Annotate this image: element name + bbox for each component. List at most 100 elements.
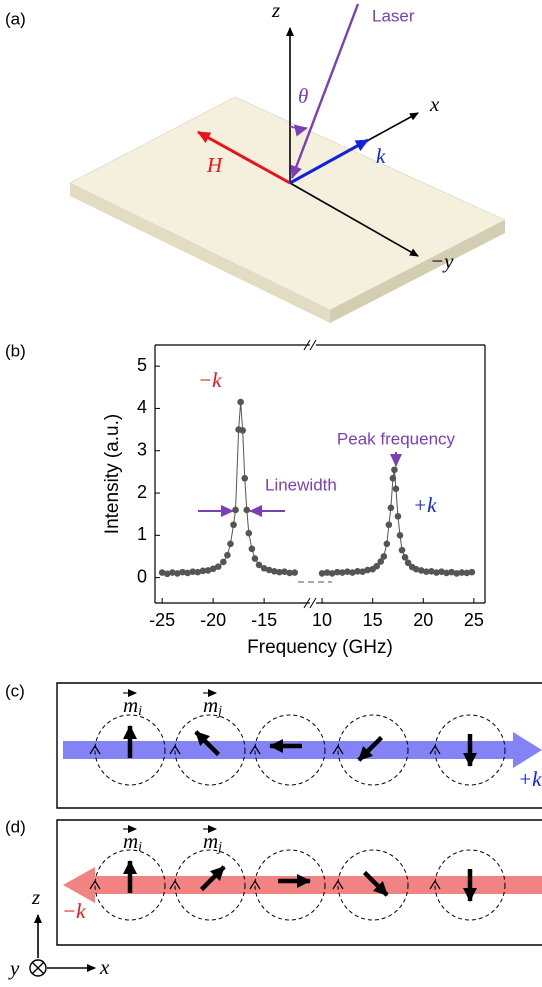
data-point bbox=[364, 566, 371, 574]
wave-band bbox=[93, 876, 542, 894]
data-point bbox=[458, 569, 466, 576]
data-point bbox=[255, 561, 263, 569]
data-point bbox=[224, 551, 231, 559]
k-label: k bbox=[376, 144, 386, 168]
theta-arc bbox=[289, 124, 308, 137]
data-point bbox=[404, 559, 412, 567]
data-point bbox=[328, 570, 336, 577]
data-point bbox=[194, 568, 202, 576]
moment-arrow bbox=[357, 735, 384, 762]
annotation: −k bbox=[198, 368, 222, 392]
data-point bbox=[391, 466, 398, 474]
precession-circle bbox=[434, 849, 506, 921]
data-point bbox=[323, 569, 331, 576]
annotation: Peak frequency bbox=[337, 429, 456, 448]
precession-circle bbox=[174, 714, 246, 786]
data-point bbox=[163, 570, 171, 578]
data-point bbox=[214, 563, 222, 570]
data-point bbox=[248, 545, 256, 553]
y-axis bbox=[289, 182, 419, 257]
x-tick-label: -20 bbox=[200, 610, 226, 630]
h-label: H bbox=[206, 153, 224, 177]
axis-break bbox=[309, 339, 317, 351]
moment-label: mi bbox=[123, 693, 142, 719]
precession-circle bbox=[94, 849, 166, 921]
x-tick-label: 25 bbox=[464, 610, 484, 630]
slab-top bbox=[69, 96, 506, 311]
k-label: −k bbox=[62, 899, 86, 923]
y-tick-label: 5 bbox=[137, 355, 147, 375]
data-point bbox=[230, 521, 237, 529]
chevron bbox=[89, 879, 101, 890]
panel-label: (a) bbox=[5, 9, 26, 28]
subscript: i bbox=[138, 840, 142, 855]
spins bbox=[89, 714, 506, 786]
y-tick-label: 1 bbox=[137, 524, 147, 544]
x-tick-label: -25 bbox=[149, 610, 175, 630]
data-point bbox=[333, 568, 341, 576]
data-point bbox=[453, 570, 460, 577]
annotation: +k bbox=[413, 493, 437, 517]
data-point bbox=[237, 398, 244, 406]
data-point bbox=[433, 569, 440, 576]
data-point bbox=[271, 567, 278, 575]
chevron bbox=[169, 879, 181, 890]
data-point bbox=[443, 569, 450, 577]
moment-arrow bbox=[362, 870, 389, 897]
data-point bbox=[387, 504, 395, 512]
wave-band bbox=[63, 741, 515, 759]
key-label: z bbox=[31, 885, 40, 909]
precession-circle bbox=[337, 849, 409, 921]
data-point bbox=[281, 568, 288, 576]
data-point bbox=[448, 568, 455, 576]
panel-label: (c) bbox=[5, 681, 25, 700]
x-tick-label: 10 bbox=[312, 610, 332, 630]
symbol: m bbox=[203, 829, 218, 853]
precession-circle bbox=[337, 714, 409, 786]
subscript: j bbox=[216, 704, 222, 719]
symbol: m bbox=[123, 693, 138, 717]
laser-beam bbox=[290, 3, 360, 179]
x-tick-label: 15 bbox=[363, 610, 383, 630]
data-point bbox=[220, 558, 227, 566]
data-point bbox=[199, 567, 207, 575]
data-point bbox=[417, 567, 425, 574]
k-arrow bbox=[289, 138, 369, 185]
data-point bbox=[412, 565, 420, 573]
plot: 0 1 2 3 4 5 -25 -20 -15 10 15 20 25 bbox=[137, 339, 486, 630]
data-point bbox=[174, 570, 181, 577]
slab-side bbox=[70, 183, 330, 323]
data-point bbox=[392, 485, 400, 493]
key-label: y bbox=[8, 956, 20, 980]
subscript: i bbox=[138, 704, 142, 719]
data-point bbox=[359, 568, 366, 576]
moment-label: mj bbox=[203, 829, 222, 855]
data-point bbox=[251, 555, 259, 562]
axis-break bbox=[303, 339, 311, 351]
precession-circle bbox=[94, 714, 166, 786]
subscript: j bbox=[216, 840, 222, 855]
data-point bbox=[276, 568, 283, 576]
axis-label: x bbox=[429, 92, 440, 116]
data-point bbox=[265, 566, 273, 574]
data-point bbox=[354, 567, 361, 575]
data-point bbox=[438, 568, 445, 576]
data-point bbox=[423, 568, 430, 576]
data-point bbox=[428, 567, 435, 575]
data-point bbox=[243, 506, 251, 514]
data-point bbox=[241, 474, 249, 482]
symbol: m bbox=[203, 693, 218, 717]
axis-label: z bbox=[271, 0, 280, 22]
axis-break bbox=[303, 597, 311, 609]
precession-circle bbox=[434, 714, 506, 786]
data-point bbox=[380, 553, 388, 560]
data-point bbox=[184, 569, 191, 577]
h-arrow bbox=[197, 130, 291, 185]
data-point bbox=[377, 558, 385, 565]
chevron bbox=[169, 744, 181, 755]
data-point bbox=[398, 546, 406, 554]
chevron bbox=[429, 879, 441, 890]
data-point bbox=[239, 427, 246, 434]
